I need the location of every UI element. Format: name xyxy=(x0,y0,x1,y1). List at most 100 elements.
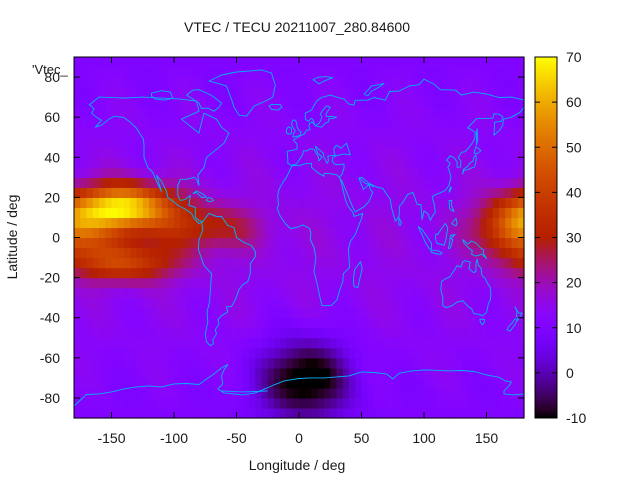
heatmap-cell xyxy=(467,367,475,379)
heatmap-cell xyxy=(230,357,238,369)
heatmap-cell xyxy=(117,337,125,349)
heatmap-cell xyxy=(74,327,81,339)
heatmap-cell xyxy=(249,377,256,389)
heatmap-cell xyxy=(380,337,388,349)
heatmap-cell xyxy=(417,397,425,409)
heatmap-cell xyxy=(161,67,169,78)
heatmap-cell xyxy=(361,287,369,299)
heatmap-cell xyxy=(349,147,356,158)
heatmap-cell xyxy=(361,107,369,118)
heatmap-cell xyxy=(305,297,313,309)
heatmap-cell xyxy=(517,177,525,188)
heatmap-cell xyxy=(174,307,181,319)
heatmap-cell xyxy=(374,217,381,229)
heatmap-cell xyxy=(386,67,394,78)
heatmap-cell xyxy=(255,127,263,138)
heatmap-cell xyxy=(242,217,250,229)
heatmap-cell xyxy=(467,357,475,369)
heatmap-cell xyxy=(449,397,456,409)
heatmap-cell xyxy=(205,237,213,249)
heatmap-cell xyxy=(492,407,500,419)
heatmap-cell xyxy=(280,377,288,389)
heatmap-cell xyxy=(349,277,356,289)
heatmap-cell xyxy=(149,217,156,229)
heatmap-cell xyxy=(292,157,300,168)
heatmap-cell xyxy=(205,287,213,299)
heatmap-cell xyxy=(399,277,406,289)
heatmap-cell xyxy=(386,357,394,369)
heatmap-cell xyxy=(411,307,419,319)
heatmap-cell xyxy=(274,107,281,118)
heatmap-cell xyxy=(249,87,256,98)
heatmap-cell xyxy=(117,267,125,279)
heatmap-cell xyxy=(449,247,456,259)
heatmap-cell xyxy=(374,197,381,209)
heatmap-cell xyxy=(492,367,500,379)
heatmap-cell xyxy=(205,367,213,379)
heatmap-cell xyxy=(461,57,469,68)
heatmap-cell xyxy=(261,197,269,209)
heatmap-cell xyxy=(380,287,388,299)
heatmap-cell xyxy=(99,407,106,419)
heatmap-cell xyxy=(355,197,363,209)
heatmap-cell xyxy=(199,227,206,239)
heatmap-cell xyxy=(224,337,231,349)
heatmap-cell xyxy=(505,347,513,359)
heatmap-cell xyxy=(324,397,331,409)
heatmap-cell xyxy=(474,57,481,68)
heatmap-cell xyxy=(355,307,363,319)
heatmap-cell xyxy=(161,267,169,279)
heatmap-cell xyxy=(224,197,231,209)
heatmap-cell xyxy=(380,357,388,369)
heatmap-cell xyxy=(292,277,300,289)
heatmap-cell xyxy=(449,407,456,419)
heatmap-cell xyxy=(474,227,481,239)
heatmap-cell xyxy=(399,137,406,148)
coastline-greenland xyxy=(208,69,276,117)
heatmap-cell xyxy=(405,247,413,259)
heatmap-cell xyxy=(124,137,131,148)
heatmap-cell xyxy=(74,317,81,329)
heatmap-cell xyxy=(517,317,525,329)
heatmap-cell xyxy=(317,187,325,198)
heatmap-cell xyxy=(292,167,300,178)
heatmap-cell xyxy=(74,367,81,379)
heatmap-cell xyxy=(342,387,350,399)
heatmap-cell xyxy=(467,317,475,329)
heatmap-cell xyxy=(311,347,319,359)
heatmap-cell xyxy=(374,307,381,319)
heatmap-cell xyxy=(186,357,194,369)
heatmap-cell xyxy=(149,407,156,419)
heatmap-cell xyxy=(386,127,394,138)
heatmap-cell xyxy=(361,147,369,158)
heatmap-cell xyxy=(330,377,338,389)
heatmap-cell xyxy=(111,377,119,389)
heatmap-cell xyxy=(336,317,344,329)
heatmap-cell xyxy=(74,297,81,309)
heatmap-cell xyxy=(224,117,231,128)
heatmap-cell xyxy=(380,317,388,329)
heatmap-cell xyxy=(292,297,300,309)
heatmap-cell xyxy=(424,307,431,319)
heatmap-cell xyxy=(155,257,163,269)
heatmap-cell xyxy=(417,257,425,269)
heatmap-cell xyxy=(92,387,100,399)
heatmap-cell xyxy=(211,307,219,319)
heatmap-cell xyxy=(117,207,125,219)
heatmap-cell xyxy=(249,247,256,259)
y-tick-label: 20 xyxy=(44,189,60,205)
heatmap-cell xyxy=(124,77,131,88)
heatmap-cell xyxy=(142,217,150,229)
heatmap-cell xyxy=(211,247,219,259)
heatmap-cell xyxy=(386,157,394,168)
heatmap-cell xyxy=(374,327,381,339)
heatmap-cell xyxy=(161,277,169,289)
heatmap-cell xyxy=(392,247,400,259)
heatmap-cell xyxy=(199,107,206,118)
heatmap-cell xyxy=(86,267,94,279)
heatmap-cell xyxy=(186,397,194,409)
heatmap-cell xyxy=(486,167,494,178)
heatmap-cell xyxy=(236,127,244,138)
heatmap-cell xyxy=(511,187,519,198)
heatmap-cell xyxy=(255,117,263,128)
